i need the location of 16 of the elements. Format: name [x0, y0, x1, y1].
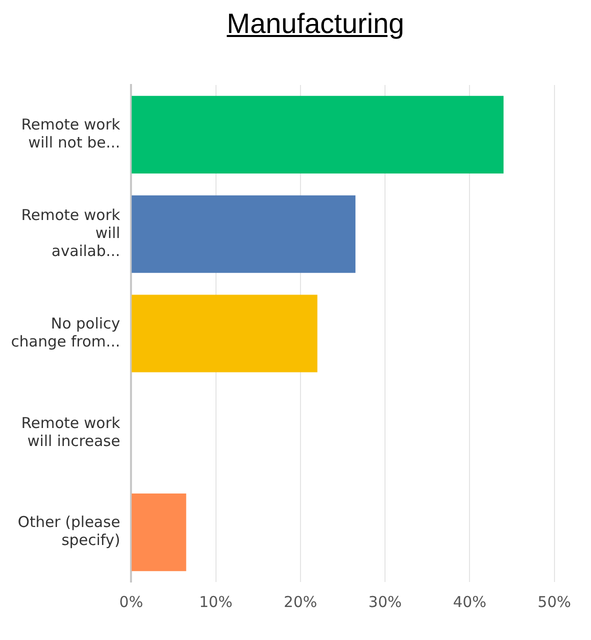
- bar: [132, 96, 504, 174]
- y-tick-label: Other (please specify): [18, 513, 120, 550]
- x-tick-label: 30%: [368, 592, 402, 611]
- y-tick-label: No policy change from...: [10, 314, 120, 350]
- chart-title: Manufacturing: [226, 8, 406, 41]
- y-tick-label: Remote work will availab...: [21, 206, 120, 260]
- y-tick-label: Remote work will not be...: [21, 116, 120, 152]
- bar: [132, 294, 318, 372]
- y-tick-label: Remote work will increase: [21, 414, 120, 450]
- x-tick-label: 0%: [119, 592, 144, 611]
- x-tick-label: 10%: [199, 592, 232, 611]
- bar: [132, 195, 356, 273]
- x-tick-label: 50%: [538, 592, 571, 611]
- x-tick-label: 40%: [453, 592, 486, 611]
- x-tick-label: 20%: [284, 592, 318, 611]
- bar: [132, 494, 186, 572]
